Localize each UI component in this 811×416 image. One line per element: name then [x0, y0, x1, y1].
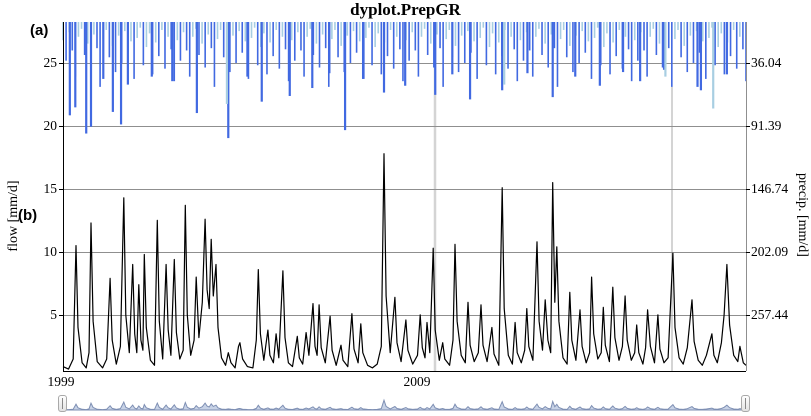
range-selector-right-handle[interactable]: [741, 395, 750, 412]
left-axis-tick: 10: [43, 244, 58, 259]
range-selector-track[interactable]: [63, 396, 746, 413]
right-axis-tick: 202.09: [751, 244, 789, 259]
x-axis-tick-2009: 2009: [403, 374, 431, 389]
handle-grip-icon: [62, 398, 63, 409]
left-axis-tick: 5: [50, 307, 57, 322]
handle-grip-icon: [745, 398, 746, 409]
left-axis-tick: 20: [43, 118, 58, 133]
chart-title: dyplot.PrepGR: [350, 0, 461, 19]
right-axis-tick: 36.04: [751, 55, 782, 70]
right-axis-tick: 146.74: [751, 181, 789, 196]
left-axis-tick: 15: [43, 181, 58, 196]
x-axis-tick-1999: 1999: [47, 374, 75, 389]
left-axis-tick: 25: [43, 55, 58, 70]
plot-area[interactable]: [63, 22, 746, 371]
right-axis-tick: 91.39: [751, 118, 782, 133]
panel-label-a: (a): [30, 22, 49, 39]
panel-label-b: (b): [18, 207, 38, 224]
right-axis-tick: 257.44: [751, 307, 789, 322]
range-selector-left-handle[interactable]: [58, 395, 67, 412]
